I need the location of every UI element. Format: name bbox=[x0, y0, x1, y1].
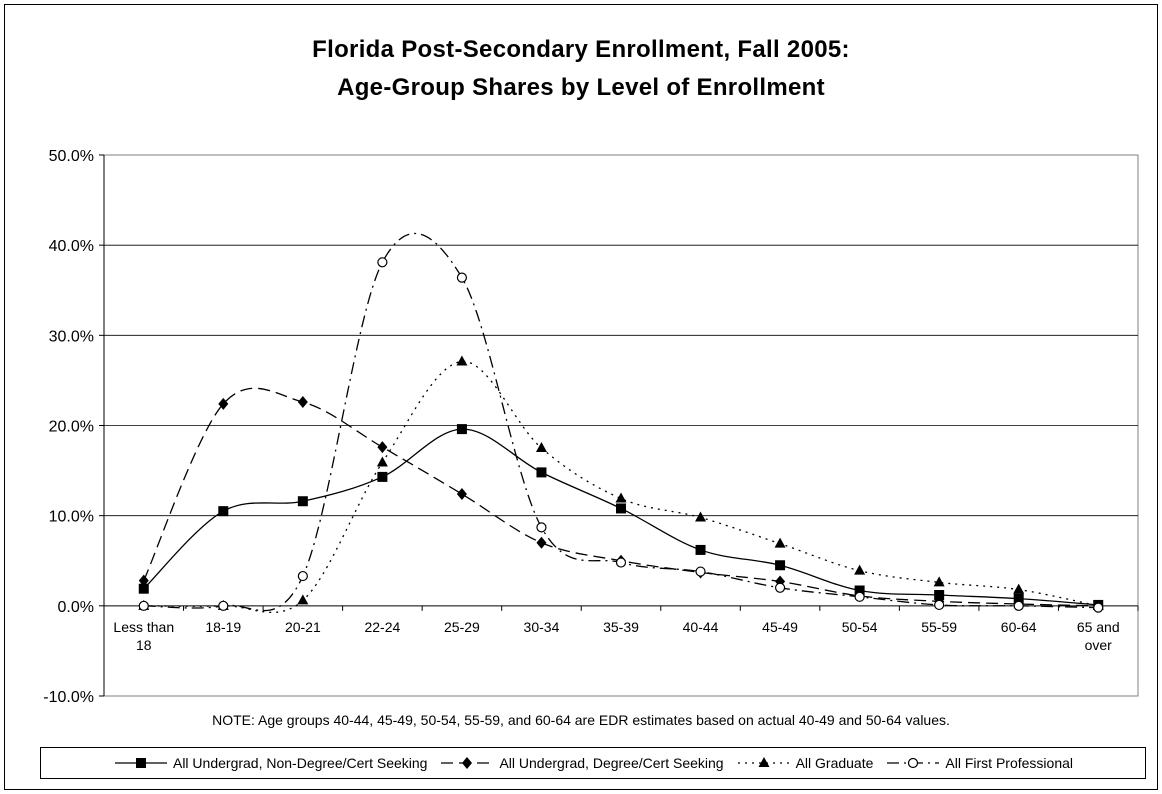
y-tick-label: -10.0% bbox=[43, 689, 94, 706]
data-point bbox=[536, 536, 547, 549]
legend-label: All First Professional bbox=[945, 755, 1073, 771]
y-tick-label: 50.0% bbox=[49, 148, 94, 165]
legend-item: All First Professional bbox=[885, 755, 1073, 771]
x-tick-label: 65 and bbox=[1077, 619, 1120, 635]
chart-legend: All Undergrad, Non-Degree/Cert Seeking Al… bbox=[40, 747, 1146, 779]
data-point bbox=[933, 576, 945, 587]
x-tick-label: 60-64 bbox=[1001, 619, 1037, 635]
data-point bbox=[854, 591, 865, 602]
y-tick-label: 20.0% bbox=[49, 419, 94, 436]
data-point bbox=[774, 582, 786, 593]
legend-label: All Graduate bbox=[795, 755, 874, 771]
data-point bbox=[138, 574, 149, 587]
data-point bbox=[934, 599, 945, 611]
legend-marker bbox=[758, 757, 770, 767]
data-point bbox=[775, 560, 786, 571]
y-tick-label: 30.0% bbox=[49, 328, 94, 345]
legend-marker bbox=[908, 757, 919, 769]
data-point bbox=[695, 511, 707, 522]
data-point bbox=[297, 570, 308, 582]
x-tick-label: 18-19 bbox=[205, 619, 241, 635]
series-line-3 bbox=[143, 360, 1099, 614]
data-point bbox=[1013, 583, 1025, 594]
data-point bbox=[377, 257, 388, 268]
chart-title-line-2: Age-Group Shares by Level of Enrollment bbox=[337, 74, 825, 101]
data-point bbox=[615, 557, 627, 568]
x-tick-label: 22-24 bbox=[364, 619, 400, 635]
x-tick-label: 50-54 bbox=[842, 619, 878, 635]
legend-item: All Undergrad, Degree/Cert Seeking bbox=[439, 755, 724, 771]
data-point bbox=[695, 544, 706, 555]
x-tick-label: 18 bbox=[136, 637, 152, 653]
data-point bbox=[218, 397, 229, 410]
x-tick-label: Less than bbox=[113, 619, 174, 635]
data-point bbox=[456, 488, 467, 501]
chart-title-line-1: Florida Post-Secondary Enrollment, Fall … bbox=[312, 36, 850, 63]
series-line-2 bbox=[143, 387, 1099, 607]
data-point bbox=[615, 492, 627, 503]
data-point bbox=[218, 600, 229, 611]
legend-item: All Graduate bbox=[736, 755, 874, 771]
data-point bbox=[376, 456, 388, 467]
chart-frame bbox=[4, 4, 1158, 790]
data-point bbox=[297, 396, 308, 409]
y-tick-label: 40.0% bbox=[49, 238, 94, 255]
x-tick-label: over bbox=[1085, 637, 1113, 653]
data-point bbox=[218, 506, 229, 517]
legend-swatch bbox=[737, 757, 790, 767]
data-point bbox=[297, 496, 308, 507]
legend-label: All Undergrad, Degree/Cert Seeking bbox=[499, 755, 724, 771]
data-point bbox=[377, 441, 388, 454]
legend-item: All Undergrad, Non-Degree/Cert Seeking bbox=[113, 755, 427, 771]
x-tick-label: 30-34 bbox=[524, 619, 560, 635]
data-point bbox=[774, 537, 786, 548]
y-tick-label: 10.0% bbox=[49, 509, 94, 526]
data-point bbox=[1093, 602, 1104, 613]
data-point bbox=[934, 590, 945, 601]
x-tick-label: 35-39 bbox=[603, 619, 639, 635]
y-tick-label: 0.0% bbox=[58, 599, 94, 616]
x-tick-label: 40-44 bbox=[683, 619, 719, 635]
data-point bbox=[536, 522, 547, 533]
data-point bbox=[456, 272, 468, 283]
x-tick-label: 45-49 bbox=[762, 619, 798, 635]
data-point bbox=[456, 355, 468, 366]
series-line-1 bbox=[143, 428, 1099, 606]
data-point bbox=[535, 442, 547, 453]
series-line-4 bbox=[143, 232, 1099, 612]
legend-marker bbox=[462, 757, 473, 769]
data-point bbox=[695, 566, 706, 577]
legend-swatch bbox=[441, 757, 494, 769]
legend-swatch bbox=[887, 757, 940, 769]
data-point bbox=[138, 600, 149, 611]
data-point bbox=[1013, 600, 1024, 611]
x-tick-label: 25-29 bbox=[444, 619, 480, 635]
data-point bbox=[854, 564, 866, 575]
data-point bbox=[377, 471, 388, 482]
x-tick-label: 20-21 bbox=[285, 619, 321, 635]
chart-note: NOTE: Age groups 40-44, 45-49, 50-54, 55… bbox=[212, 712, 950, 728]
legend-swatch bbox=[114, 758, 167, 768]
data-point bbox=[456, 424, 467, 435]
data-point bbox=[138, 583, 149, 594]
data-point bbox=[536, 467, 547, 478]
legend-label: All Undergrad, Non-Degree/Cert Seeking bbox=[172, 755, 428, 771]
legend-marker bbox=[135, 758, 146, 768]
data-point bbox=[297, 594, 309, 605]
data-point bbox=[616, 503, 626, 514]
x-tick-label: 55-59 bbox=[921, 619, 957, 635]
